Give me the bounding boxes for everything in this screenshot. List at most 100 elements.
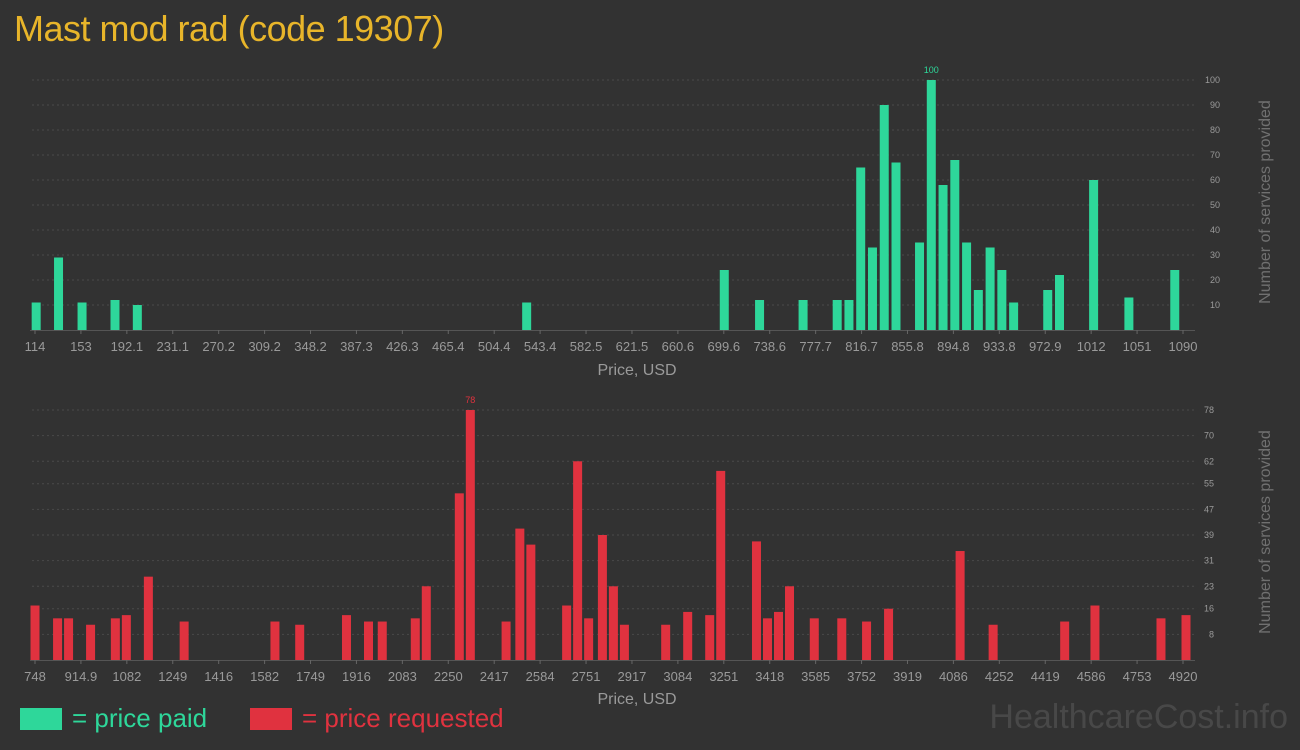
peak-value-label: 100 <box>924 65 939 75</box>
bar <box>377 621 387 660</box>
x-tick-label: 192.1 <box>111 339 144 354</box>
y-axis-title: Number of services provided <box>1257 100 1274 304</box>
x-tick-label: 2917 <box>617 669 646 684</box>
bar <box>955 551 965 660</box>
bar <box>522 302 532 330</box>
bar <box>573 461 583 660</box>
bar <box>661 624 671 660</box>
x-tick-label: 2584 <box>526 669 555 684</box>
y-tick-label: 31 <box>1204 556 1214 566</box>
x-tick-label: 1012 <box>1077 339 1106 354</box>
bar <box>798 300 808 330</box>
x-tick-label: 1051 <box>1123 339 1152 354</box>
bar <box>785 586 795 660</box>
bar <box>121 615 131 660</box>
bar <box>364 621 374 660</box>
bar <box>891 162 901 330</box>
page-title: Mast mod rad (code 19307) <box>14 8 444 49</box>
y-tick-label: 62 <box>1204 456 1214 466</box>
legend-price-paid: = price paid <box>20 703 207 734</box>
bar <box>985 247 995 330</box>
bar <box>515 528 525 660</box>
y-tick-label: 50 <box>1210 200 1220 210</box>
x-tick-label: 2417 <box>480 669 509 684</box>
bar <box>884 608 894 660</box>
bar <box>30 605 40 660</box>
bar <box>988 624 998 660</box>
y-tick-label: 100 <box>1205 75 1220 85</box>
y-tick-label: 90 <box>1210 100 1220 110</box>
y-tick-label: 16 <box>1204 604 1214 614</box>
bar <box>1124 297 1134 330</box>
x-tick-label: 309.2 <box>248 339 281 354</box>
bar <box>844 300 854 330</box>
x-tick-label: 1416 <box>204 669 233 684</box>
y-tick-label: 10 <box>1210 300 1220 310</box>
x-tick-label: 855.8 <box>891 339 924 354</box>
bar <box>1089 180 1099 330</box>
x-tick-label: 543.4 <box>524 339 557 354</box>
bar <box>341 615 351 660</box>
x-tick-label: 3752 <box>847 669 876 684</box>
y-tick-label: 8 <box>1209 629 1214 639</box>
x-tick-label: 4920 <box>1169 669 1198 684</box>
bar <box>705 615 715 660</box>
x-tick-label: 582.5 <box>570 339 603 354</box>
bar <box>832 300 842 330</box>
x-tick-label: 4753 <box>1123 669 1152 684</box>
bar <box>53 618 63 660</box>
bar <box>64 618 74 660</box>
x-tick-label: 114 <box>25 339 46 354</box>
bar <box>915 242 925 330</box>
x-tick-label: 777.7 <box>799 339 832 354</box>
x-tick-label: 3251 <box>709 669 738 684</box>
y-tick-label: 70 <box>1210 150 1220 160</box>
bar <box>997 270 1007 330</box>
x-tick-label: 2083 <box>388 669 417 684</box>
bar <box>110 618 120 660</box>
x-tick-label: 1916 <box>342 669 371 684</box>
bar <box>716 470 726 660</box>
legend-label-requested: = price requested <box>302 703 504 733</box>
bar <box>31 302 41 330</box>
x-tick-label: 1582 <box>250 669 279 684</box>
x-tick-label: 699.6 <box>708 339 741 354</box>
bar <box>295 624 305 660</box>
y-tick-label: 30 <box>1210 250 1220 260</box>
x-tick-label: 816.7 <box>845 339 878 354</box>
x-tick-label: 3919 <box>893 669 922 684</box>
bar <box>973 290 983 330</box>
y-tick-label: 40 <box>1210 225 1220 235</box>
bar <box>143 576 153 660</box>
x-tick-label: 1090 <box>1169 339 1198 354</box>
bar <box>751 541 761 660</box>
bar <box>1009 302 1019 330</box>
x-axis-title: Price, USD <box>597 362 676 379</box>
x-tick-label: 153 <box>70 339 92 354</box>
bar <box>774 611 784 660</box>
legend-swatch-requested <box>250 707 292 730</box>
bar <box>962 242 972 330</box>
bar <box>862 621 872 660</box>
bar <box>683 611 693 660</box>
x-tick-label: 231.1 <box>156 339 189 354</box>
bar <box>86 624 96 660</box>
y-tick-label: 55 <box>1204 479 1214 489</box>
bar <box>755 300 765 330</box>
bar <box>719 270 729 330</box>
x-tick-label: 4419 <box>1031 669 1060 684</box>
bar <box>465 410 475 660</box>
bar <box>879 105 889 330</box>
x-tick-label: 1082 <box>112 669 141 684</box>
bar <box>597 535 607 660</box>
x-tick-label: 4586 <box>1077 669 1106 684</box>
x-tick-label: 426.3 <box>386 339 419 354</box>
legend-label-paid: = price paid <box>72 703 208 733</box>
y-tick-label: 70 <box>1204 431 1214 441</box>
bar <box>837 618 847 660</box>
bar <box>526 544 536 660</box>
x-tick-label: 894.8 <box>937 339 970 354</box>
x-tick-label: 1749 <box>296 669 325 684</box>
x-tick-label: 4086 <box>939 669 968 684</box>
bar <box>501 621 511 660</box>
